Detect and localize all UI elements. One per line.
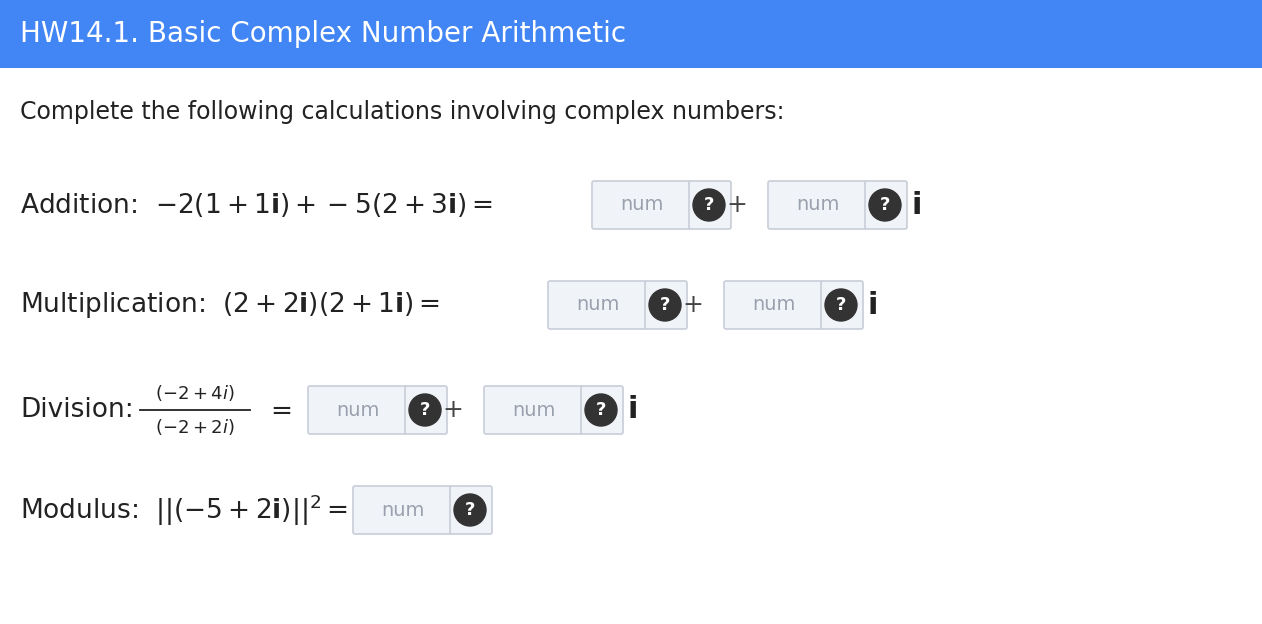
Text: num: num (796, 195, 839, 215)
Text: ?: ? (835, 296, 847, 314)
FancyBboxPatch shape (353, 486, 452, 534)
Text: $\mathbf{i}$: $\mathbf{i}$ (627, 396, 637, 424)
Text: num: num (381, 500, 424, 520)
Text: $\mathbf{i}$: $\mathbf{i}$ (867, 291, 877, 319)
Text: Complete the following calculations involving complex numbers:: Complete the following calculations invo… (20, 100, 785, 124)
FancyBboxPatch shape (308, 386, 408, 434)
Text: $(-2+2i)$: $(-2+2i)$ (155, 417, 235, 437)
Text: $(-2+4i)$: $(-2+4i)$ (155, 383, 235, 403)
Text: $=$: $=$ (265, 397, 292, 423)
FancyBboxPatch shape (485, 386, 583, 434)
FancyBboxPatch shape (592, 181, 692, 229)
Text: num: num (336, 401, 379, 419)
Text: ?: ? (660, 296, 670, 314)
Text: Addition:  $-2(1+1\mathbf{i})+-5(2+3\mathbf{i})=$: Addition: $-2(1+1\mathbf{i})+-5(2+3\math… (20, 191, 493, 219)
FancyBboxPatch shape (724, 281, 823, 329)
FancyBboxPatch shape (451, 486, 492, 534)
FancyBboxPatch shape (0, 0, 1262, 68)
Text: Multiplication:  $(2+2\mathbf{i})(2+1\mathbf{i})=$: Multiplication: $(2+2\mathbf{i})(2+1\mat… (20, 290, 440, 320)
Text: ?: ? (880, 196, 890, 214)
Text: ?: ? (420, 401, 430, 419)
Text: Division:: Division: (20, 397, 134, 423)
Text: num: num (575, 296, 620, 314)
Circle shape (586, 394, 617, 426)
Text: +: + (727, 193, 747, 217)
Circle shape (409, 394, 440, 426)
Circle shape (870, 189, 901, 221)
FancyBboxPatch shape (405, 386, 447, 434)
Text: num: num (620, 195, 664, 215)
Circle shape (825, 289, 857, 321)
FancyBboxPatch shape (548, 281, 647, 329)
Text: +: + (443, 398, 463, 422)
Circle shape (649, 289, 681, 321)
FancyBboxPatch shape (864, 181, 907, 229)
Text: +: + (683, 293, 703, 317)
Circle shape (454, 494, 486, 526)
Text: Modulus:  $||(-5+2\mathbf{i})||^2=$: Modulus: $||(-5+2\mathbf{i})||^2=$ (20, 492, 348, 528)
FancyBboxPatch shape (769, 181, 867, 229)
Circle shape (693, 189, 724, 221)
FancyBboxPatch shape (645, 281, 687, 329)
Text: num: num (512, 401, 555, 419)
FancyBboxPatch shape (689, 181, 731, 229)
Text: ?: ? (464, 501, 476, 519)
Text: $\mathbf{i}$: $\mathbf{i}$ (911, 190, 921, 220)
Text: ?: ? (596, 401, 606, 419)
Text: ?: ? (704, 196, 714, 214)
Text: HW14.1. Basic Complex Number Arithmetic: HW14.1. Basic Complex Number Arithmetic (20, 20, 626, 48)
Text: num: num (752, 296, 795, 314)
FancyBboxPatch shape (581, 386, 623, 434)
FancyBboxPatch shape (822, 281, 863, 329)
